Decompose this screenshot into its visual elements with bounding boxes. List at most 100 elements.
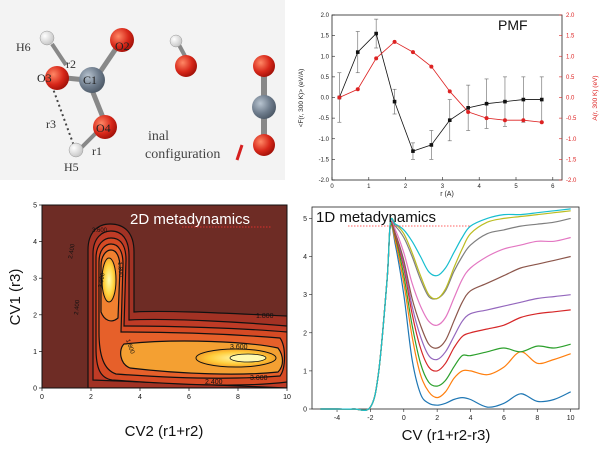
bond-c1-o4 [89, 89, 107, 121]
pmf-free-energy-point [355, 87, 360, 92]
pmf-xlabel: r (A) [440, 191, 454, 198]
pmf-force-point [466, 106, 470, 110]
metad1d-x-tick-label: 0 [402, 415, 406, 422]
metad1d-x-tick-label: 6 [502, 415, 506, 422]
metad1d-title: 1D metadynamics [316, 209, 436, 226]
metad2d-x-tick-label: 10 [283, 394, 291, 401]
metad1d-y-tick-label: 0 [303, 407, 307, 414]
pmf-ylabel-left: <F(r, 300 K)> (eV/A) [298, 69, 305, 128]
pmf-chart: 2.0 1.5 1.0 0.5 0.0 -0.5 -1.0 -1.5 -2.0 2.0 1.5 1.… [298, 13, 599, 198]
pmf-left-axis: 2.0 1.5 1.0 0.5 0.0 -0.5 -1.0 -1.5 -2.0 [319, 13, 335, 184]
metad2d-xlabel: CV2 (r1+r2) [125, 423, 204, 440]
pmf-left-tick-label: 0.0 [321, 96, 330, 102]
metad2d-x-tick-label: 2 [89, 394, 93, 401]
pmf-x-tick-label: 3 [441, 184, 445, 190]
atom-o4 [93, 115, 117, 139]
metad2d-axes: 0 2 4 6 8 10 0 1 2 3 4 5 [33, 203, 291, 402]
pmf-free-energy-point [466, 109, 471, 114]
pmf-free-energy-point [484, 116, 489, 121]
contour-label-5: 2.400 [74, 299, 81, 315]
metad2d-y-tick-label: 4 [33, 239, 37, 246]
pmf-right-tick-label: 0.5 [566, 75, 575, 81]
metad1d-y-tick-label: 4 [303, 254, 307, 261]
pmf-x-tick-label: 5 [514, 184, 518, 190]
metad2d-frame [41, 204, 288, 389]
bond-h6-o3 [50, 42, 68, 67]
metad1d-xlabel: CV (r1+r2-r3) [402, 427, 491, 444]
pmf-x-tick-label: 0 [330, 184, 334, 190]
pmf-left-tick-label: 1.0 [321, 54, 330, 60]
pmf-free-energy-point [410, 50, 415, 55]
atom-h6 [39, 30, 55, 46]
contour-label-2: 3.600 [92, 228, 108, 234]
atom-co2-o-top [253, 55, 275, 77]
contour-peak-right-core [229, 353, 267, 363]
pmf-right-axis: 2.0 1.5 1.0 0.5 0.0 -0.5 -1.0 -1.5 -2.0 [559, 13, 577, 184]
pmf-free-energy-point [539, 120, 544, 125]
pmf-free-energy-point [447, 89, 452, 94]
caption-line2: configuration [145, 147, 220, 162]
atom-o2 [110, 28, 134, 52]
pmf-right-tick-label: 1.0 [566, 54, 575, 60]
pmf-right-tick-label: 1.5 [566, 34, 575, 40]
pmf-force-point [503, 99, 507, 104]
molecule-background [0, 0, 285, 180]
bond-r3-dotted [51, 85, 75, 147]
pmf-x-tick-label: 6 [551, 184, 555, 190]
pmf-force-point [521, 97, 526, 102]
pmf-left-tick-label: 1.5 [321, 34, 330, 40]
contour-label-10: 2.400 [205, 379, 223, 386]
metad1d-series-group [320, 208, 571, 411]
metad1d-y-tick-label: 1 [303, 368, 307, 375]
metad1d-x-tick-label: -4 [334, 415, 340, 422]
metad1d-x-tick-label: -2 [367, 415, 373, 422]
pmf-series-group [337, 18, 544, 160]
contour-label-1: 2.400 [68, 243, 77, 259]
label-r1: r1 [92, 144, 102, 158]
metad2d-y-tick-label: 0 [33, 386, 37, 393]
metad2d-y-tick-label: 1 [33, 349, 37, 356]
metad2d-title: 2D metadynamics [130, 211, 250, 228]
pmf-right-tick-label: 0.0 [566, 96, 575, 102]
pmf-left-tick-label: -1.5 [319, 157, 330, 163]
atom-water-o [175, 55, 197, 77]
metad2d-x-tick-label: 4 [138, 394, 142, 401]
pmf-free-energy-point [374, 56, 379, 61]
pmf-plot-frame [331, 14, 563, 181]
label-c1: C1 [83, 73, 97, 87]
metad2d-x-tick-label: 8 [236, 394, 240, 401]
pmf-title: PMF [498, 17, 528, 33]
metad2d-chart: 2.400 3.600 1.800 3.000 2.400 1.800 1.80… [7, 203, 291, 441]
contour-label-3: 1.800 [116, 262, 123, 278]
pmf-left-tick-label: 0.5 [321, 75, 330, 81]
label-h6: H6 [16, 40, 31, 54]
metad1d-y-tick-label: 5 [303, 216, 307, 223]
pmf-right-tick-label: -0.5 [566, 116, 577, 122]
pmf-free-energy-point [429, 64, 434, 69]
metad1d-x-tick-label: 10 [567, 415, 575, 422]
pmf-free-energy-line [339, 41, 542, 123]
pmf-force-point [374, 31, 378, 36]
atom-co2-c [252, 95, 276, 119]
pmf-left-tick-label: -1.0 [319, 137, 330, 143]
metad1d-line-s10 [320, 208, 571, 411]
pmf-force-point [539, 97, 544, 102]
pmf-force-point [484, 101, 489, 106]
pmf-x-tick-label: 1 [367, 184, 371, 190]
molecule-panel: H6 O3 C1 O2 O4 H5 r2 r3 r1 inal configur… [0, 0, 285, 180]
atom-o3 [45, 66, 69, 90]
pmf-force-point [392, 99, 397, 104]
contour-label-7: 1.800 [256, 313, 274, 320]
pmf-right-tick-label: -1.5 [566, 157, 577, 163]
pmf-right-tick-label: 2.0 [566, 13, 575, 19]
label-h5: H5 [64, 160, 79, 174]
pmf-force-point [411, 149, 415, 153]
pmf-free-energy-point [392, 39, 397, 44]
pmf-x-tick-label: 2 [404, 184, 408, 190]
metad2d-y-tick-label: 3 [33, 276, 37, 283]
metad2d-y-tick-label: 5 [33, 203, 37, 210]
pmf-free-energy-point [521, 118, 526, 123]
pmf-x-tick-label: 4 [478, 184, 482, 190]
metad2d-y-tick-label: 2 [33, 312, 37, 319]
metad1d-y-tick-label: 2 [303, 330, 307, 337]
